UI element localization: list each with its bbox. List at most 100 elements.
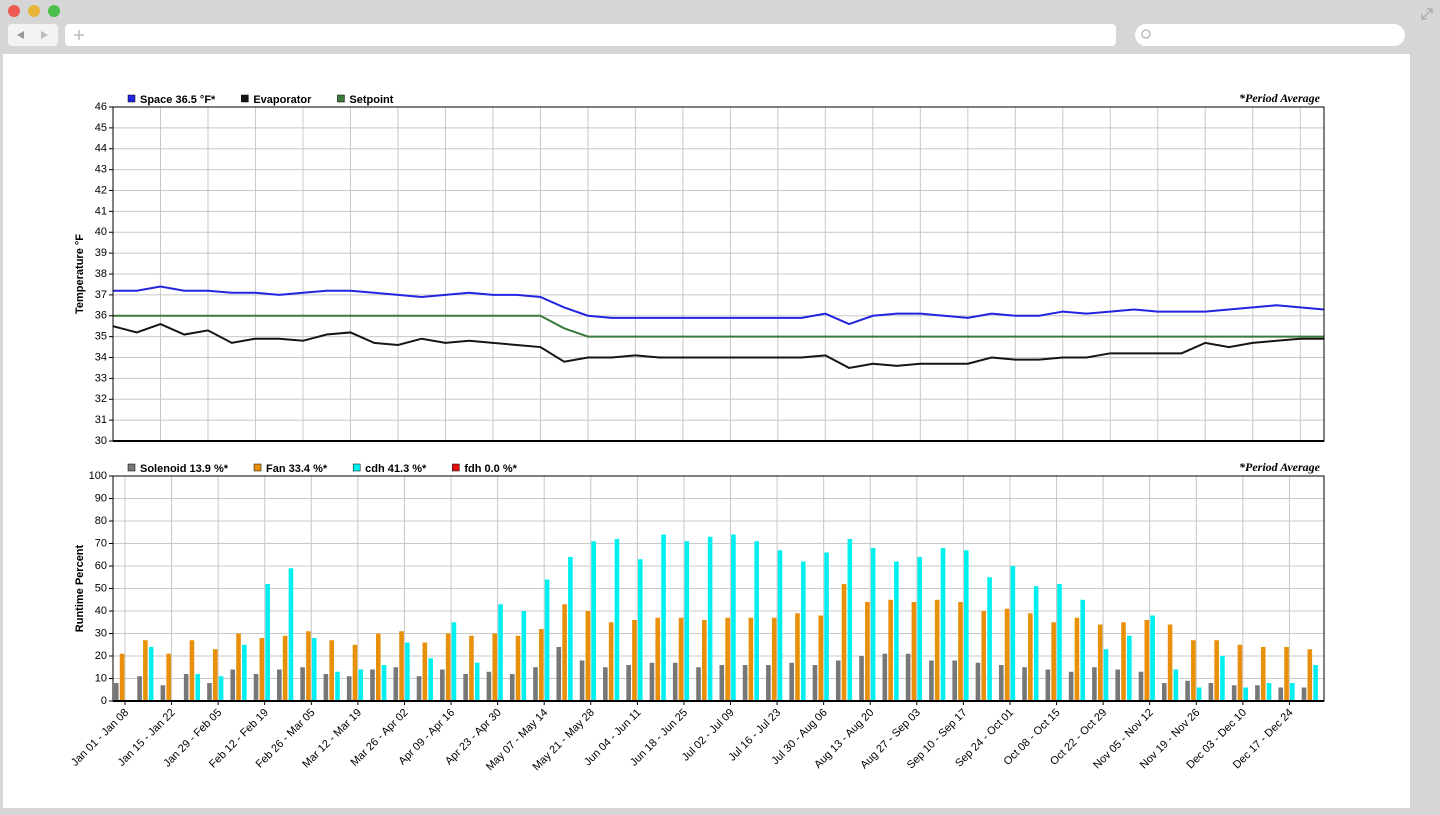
bar [719, 665, 725, 701]
bar [1161, 683, 1167, 701]
bar [1260, 647, 1266, 701]
search-bar[interactable] [1135, 24, 1405, 46]
bar [1255, 685, 1260, 701]
fullscreen-icon[interactable] [1421, 8, 1433, 20]
bar [1121, 622, 1126, 701]
maximize-button[interactable] [48, 5, 60, 17]
bar [166, 653, 171, 701]
bar [940, 548, 946, 701]
bar [282, 635, 288, 701]
y-tick-label: 46 [95, 101, 107, 113]
bar [847, 539, 853, 701]
bar [521, 611, 527, 701]
bar [917, 557, 923, 701]
legend-label: Solenoid 13.9 %* [140, 463, 229, 475]
line-series [113, 285, 1325, 326]
bar [929, 660, 934, 701]
bar [544, 579, 550, 701]
bar [451, 622, 457, 701]
bar [399, 631, 404, 701]
bar [963, 550, 969, 701]
bar [1173, 669, 1179, 701]
bar [859, 656, 864, 701]
bar [905, 653, 911, 701]
y-tick-label: 80 [95, 515, 107, 527]
bar [1307, 649, 1313, 701]
y-tick-label: 44 [95, 143, 107, 155]
bar [1167, 624, 1173, 701]
bar [1231, 685, 1237, 701]
bar [1214, 640, 1219, 701]
bar [1103, 649, 1109, 701]
legend-swatch [127, 463, 136, 472]
bar [533, 667, 538, 701]
bar [1266, 683, 1272, 701]
bar [486, 671, 492, 701]
bar [498, 604, 503, 701]
close-button[interactable] [8, 5, 20, 17]
bar [236, 633, 241, 701]
bar [998, 665, 1004, 701]
bar [981, 611, 987, 701]
bar [1191, 640, 1196, 701]
bar [789, 662, 794, 701]
bar [277, 669, 282, 701]
bar [509, 674, 515, 701]
bar [585, 611, 591, 701]
legend-note: *Period Average [1239, 460, 1321, 474]
legend-swatch [127, 94, 136, 103]
bar [684, 541, 690, 701]
bar [195, 674, 201, 701]
bar [538, 629, 544, 701]
bar [119, 653, 125, 701]
address-bar[interactable] [65, 24, 1116, 46]
y-tick-label: 31 [95, 414, 107, 426]
bar [1150, 615, 1155, 701]
y-tick-label: 42 [95, 184, 107, 196]
bar [375, 633, 381, 701]
y-tick-label: 20 [95, 650, 107, 662]
bar [370, 669, 375, 701]
bar [1028, 613, 1033, 701]
back-icon [17, 31, 24, 39]
bar [114, 683, 119, 701]
legend-label: fdh 0.0 %* [464, 463, 517, 475]
line-series [113, 314, 1324, 338]
bar [515, 635, 521, 701]
bar [661, 534, 666, 701]
y-tick-label: 50 [95, 582, 107, 594]
bar [626, 665, 631, 701]
bar [1051, 622, 1056, 701]
bar [771, 617, 777, 701]
bar [1022, 667, 1027, 701]
y-tick-label: 30 [95, 435, 107, 447]
bar [777, 550, 783, 701]
bar [218, 676, 224, 701]
bar [894, 561, 899, 701]
nav-buttons[interactable] [8, 24, 58, 46]
bar [335, 671, 340, 701]
bar [748, 617, 754, 701]
bar [725, 617, 730, 701]
bar [183, 674, 189, 701]
y-tick-label: 0 [101, 695, 107, 707]
y-tick-label: 36 [95, 310, 107, 322]
bar [1057, 584, 1062, 701]
bar [148, 647, 154, 701]
bar [1313, 665, 1318, 701]
bar [707, 536, 713, 701]
y-tick-label: 40 [95, 605, 107, 617]
bar [702, 620, 707, 701]
y-tick-label: 34 [95, 351, 107, 363]
bar [1074, 617, 1080, 701]
bar [556, 647, 562, 701]
legend-swatch [253, 463, 262, 472]
bar [1144, 620, 1150, 701]
forward-icon [41, 31, 48, 39]
bar [1033, 586, 1039, 701]
bar [766, 665, 771, 701]
minimize-button[interactable] [28, 5, 40, 17]
legend-swatch [337, 94, 345, 103]
bar [1092, 667, 1097, 701]
